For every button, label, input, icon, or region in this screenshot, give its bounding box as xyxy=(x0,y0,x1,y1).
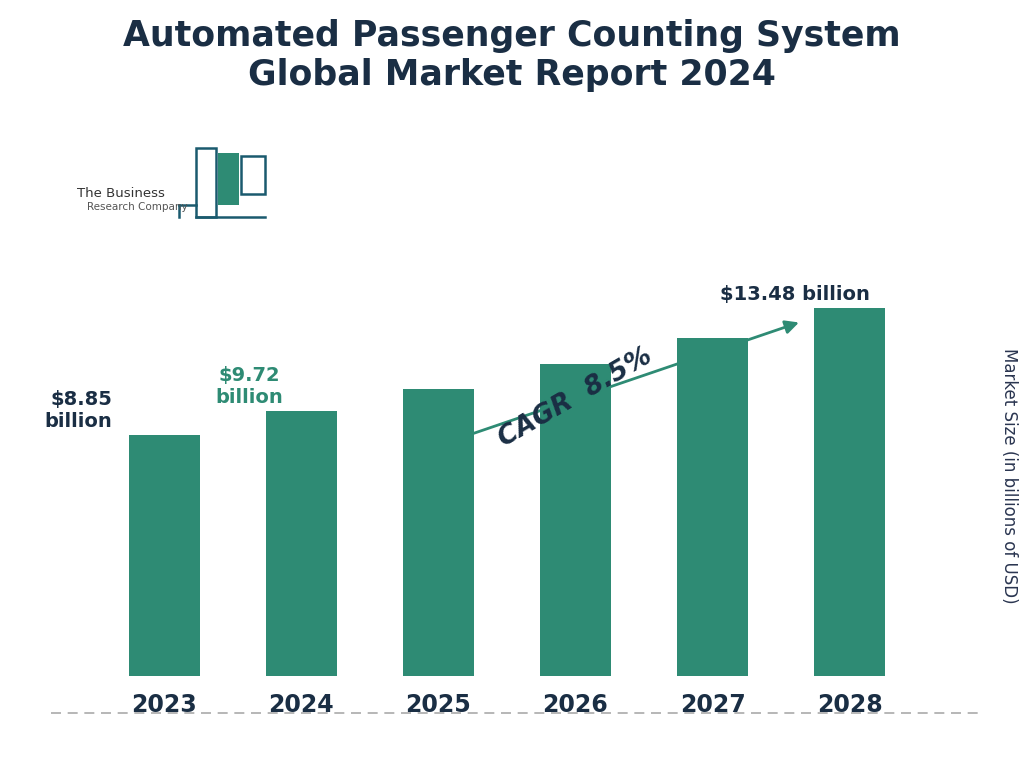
Bar xyxy=(196,148,216,217)
Text: Automated Passenger Counting System: Automated Passenger Counting System xyxy=(123,19,901,53)
Bar xyxy=(241,155,265,194)
Bar xyxy=(265,411,337,676)
Text: CAGR  8.5%: CAGR 8.5% xyxy=(494,343,656,452)
Bar xyxy=(814,309,885,676)
Bar xyxy=(540,364,611,676)
Text: The Business: The Business xyxy=(77,187,165,200)
Text: $13.48 billion: $13.48 billion xyxy=(720,285,869,303)
Text: Research Company: Research Company xyxy=(87,202,187,213)
Text: $9.72
billion: $9.72 billion xyxy=(215,366,283,407)
Text: Market Size (in billions of USD): Market Size (in billions of USD) xyxy=(999,349,1018,604)
Bar xyxy=(677,338,749,676)
Text: $8.85
billion: $8.85 billion xyxy=(44,389,112,431)
Text: Global Market Report 2024: Global Market Report 2024 xyxy=(248,58,776,91)
Bar xyxy=(402,389,474,676)
Bar xyxy=(218,153,239,206)
Bar xyxy=(129,435,200,676)
